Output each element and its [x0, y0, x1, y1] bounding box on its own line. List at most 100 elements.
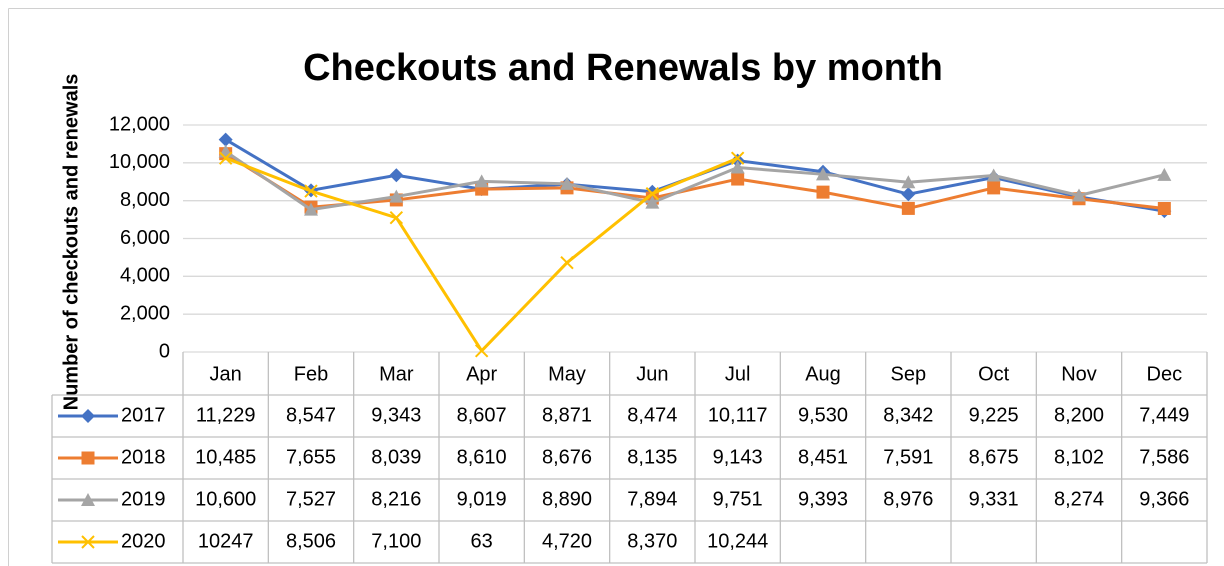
series-line [224, 150, 1165, 212]
table-value: 7,449 [1139, 404, 1189, 426]
table-value: 63 [471, 530, 493, 552]
table-value: 10,117 [708, 404, 768, 426]
table-value: 9,019 [457, 488, 507, 510]
y-tick-label: 10,000 [109, 151, 170, 173]
table-value: 8,135 [627, 446, 677, 468]
chart-title: Checkouts and Renewals by month [303, 47, 943, 89]
table-value: 8,039 [371, 446, 421, 468]
data-point [389, 189, 404, 203]
table-value: 9,530 [798, 404, 848, 426]
x-tick-label: Aug [805, 363, 841, 385]
table-value: 8,370 [627, 530, 677, 552]
table-value: 9,225 [969, 404, 1019, 426]
y-tick-label: 6,000 [120, 227, 170, 249]
table-value: 9,331 [969, 488, 1019, 510]
x-tick-label: Dec [1147, 363, 1183, 385]
table-value: 8,607 [457, 404, 507, 426]
y-tick-label: 12,000 [109, 113, 170, 135]
data-point [218, 132, 233, 147]
data-point [901, 187, 916, 202]
table-value: 8,474 [627, 404, 677, 426]
data-point [560, 256, 574, 270]
y-tick-label: 8,000 [120, 189, 170, 211]
table-value: 11,229 [196, 404, 256, 426]
table-value: 8,676 [542, 446, 592, 468]
x-tick-label: Jul [725, 363, 751, 385]
table-value: 8,871 [542, 404, 592, 426]
table-value: 8,216 [371, 488, 421, 510]
data-point [304, 202, 318, 216]
x-tick-label: Feb [294, 363, 328, 385]
legend-label: 2019 [121, 488, 166, 510]
legend-key-marker [81, 451, 95, 465]
table-value: 9,366 [1139, 488, 1189, 510]
table-value: 7,655 [286, 446, 336, 468]
table-value: 7,586 [1139, 446, 1189, 468]
table-value: 10,600 [195, 488, 256, 510]
table-value: 8,890 [542, 488, 592, 510]
table-value: 7,894 [627, 488, 677, 510]
legend-key-marker [81, 409, 95, 423]
table-value: 9,343 [371, 404, 421, 426]
x-tick-label: Oct [978, 363, 1010, 385]
data-point [645, 195, 660, 209]
table-value: 8,675 [969, 446, 1019, 468]
data-point [730, 160, 745, 174]
table-value: 9,393 [798, 488, 848, 510]
y-axis-label: Number of checkouts and renewals [60, 74, 82, 411]
x-tick-label: Mar [379, 363, 414, 385]
legend-key-marker [81, 493, 95, 506]
table-value: 8,976 [883, 488, 933, 510]
data-point [1072, 188, 1086, 202]
data-point [645, 186, 660, 201]
table-value: 10,244 [707, 530, 768, 552]
data-point [731, 172, 745, 186]
legend-label: 2017 [121, 404, 166, 426]
table-value: 10247 [198, 530, 254, 552]
table-value: 7,527 [286, 488, 336, 510]
x-tick-label: Apr [466, 363, 497, 385]
table-value: 8,200 [1054, 404, 1104, 426]
table-value: 8,102 [1054, 446, 1104, 468]
data-point [474, 344, 489, 358]
data-point [986, 168, 1001, 182]
table-value: 9,751 [713, 488, 763, 510]
data-point [816, 185, 830, 199]
table-value: 8,547 [286, 404, 336, 426]
y-tick-label: 4,000 [120, 265, 170, 287]
data-point [218, 151, 233, 165]
table-value: 8,274 [1054, 488, 1104, 510]
x-tick-label: May [548, 363, 586, 385]
legend-label: 2018 [121, 446, 166, 468]
data-point [560, 176, 574, 190]
data-point [474, 174, 489, 188]
data-point [1157, 167, 1172, 181]
data-point [304, 184, 318, 198]
x-tick-label: Jun [636, 363, 668, 385]
data-point [987, 181, 1001, 195]
table-value: 8,451 [798, 446, 848, 468]
table-value: 8,610 [457, 446, 507, 468]
data-point [901, 175, 916, 189]
table-value: 8,506 [286, 530, 336, 552]
x-tick-label: Nov [1061, 363, 1097, 385]
table-value: 10,485 [195, 446, 256, 468]
data-point [389, 210, 404, 225]
data-point [1157, 201, 1171, 215]
data-point [901, 201, 915, 215]
legend-label: 2020 [121, 530, 166, 552]
y-tick-label: 2,000 [120, 302, 170, 324]
table-value: 4,720 [542, 530, 592, 552]
legend-key-marker [81, 535, 95, 549]
x-tick-label: Sep [891, 363, 927, 385]
data-point [816, 167, 830, 181]
x-tick-label: Jan [210, 363, 242, 385]
data-point [389, 168, 404, 183]
table-value: 7,591 [883, 446, 933, 468]
table-value: 7,100 [371, 530, 421, 552]
y-tick-label: 0 [159, 340, 170, 362]
data-point [730, 151, 745, 165]
table-value: 9,143 [713, 446, 763, 468]
